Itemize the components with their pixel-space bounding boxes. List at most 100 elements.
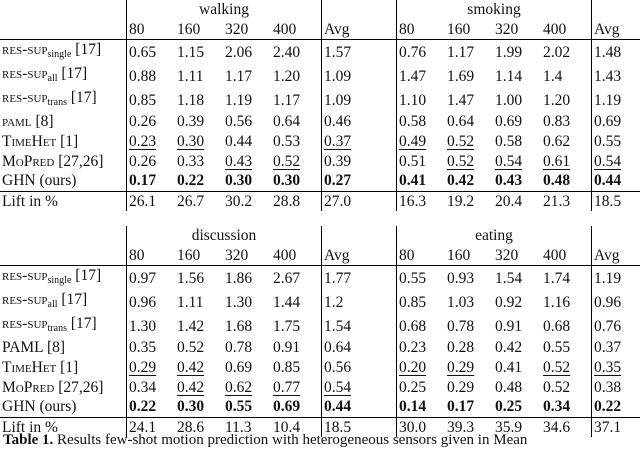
value-cell: 0.52: [175, 338, 223, 358]
column-header: Avg: [322, 246, 371, 266]
method-label: PAML: [2, 339, 43, 356]
value-cell: 0.22: [175, 171, 223, 191]
value: 1.17: [273, 92, 300, 109]
value: 0.52: [543, 359, 570, 376]
value-cell: 1.19: [592, 266, 640, 291]
value: 0.34: [129, 379, 156, 396]
value-cell: 0.17: [445, 397, 493, 417]
value-cell: 0.65: [127, 40, 176, 65]
value: 0.23: [399, 339, 426, 356]
method-name: res-suptrans [17]: [0, 314, 127, 338]
value: 0.46: [324, 113, 351, 130]
value-cell: 1.14: [493, 64, 541, 88]
value-cell: 0.30: [223, 171, 271, 191]
value-cell: 1.77: [322, 266, 371, 291]
value: 0.44: [594, 172, 621, 189]
method-label: TimeHet: [2, 359, 56, 376]
value-cell: 0.49: [397, 132, 446, 152]
value: 1.10: [399, 92, 426, 109]
value: 0.54: [495, 153, 522, 170]
value-cell: 1.09: [322, 64, 371, 88]
value-cell: 1.56: [175, 266, 223, 291]
value: 0.52: [177, 339, 204, 356]
value-cell: 0.29: [127, 358, 176, 378]
gap-cell: [370, 40, 397, 65]
method-subscript: trans: [48, 323, 67, 334]
column-header: 80: [127, 20, 176, 40]
value-cell: 1.54: [322, 314, 371, 338]
left-group-title: discussion: [127, 226, 322, 246]
method-name: GHN (ours): [0, 397, 127, 417]
column-header: 400: [271, 246, 322, 266]
value: 1.17: [447, 44, 474, 61]
value-cell: 0.17: [127, 171, 176, 191]
column-header: 400: [541, 246, 592, 266]
method-name: PAML [8]: [0, 338, 127, 358]
value: 0.23: [129, 133, 156, 150]
value-cell: 0.85: [271, 358, 322, 378]
method-name: MoPred [27,26]: [0, 151, 127, 171]
method-name: MoPred [27,26]: [0, 377, 127, 397]
value-cell: 0.20: [397, 358, 446, 378]
value-cell: 0.39: [322, 151, 371, 171]
value: 0.30: [177, 398, 204, 415]
value: 0.42: [447, 172, 474, 189]
value: 0.53: [273, 133, 300, 150]
value: 0.17: [129, 172, 156, 189]
gap-cell: [370, 358, 397, 378]
column-header: 160: [175, 20, 223, 40]
column-header: 80: [397, 246, 446, 266]
value-cell: 0.48: [493, 377, 541, 397]
value-cell: 1.10: [397, 88, 446, 112]
value: 1.43: [594, 68, 621, 85]
method-name: res-supall [17]: [0, 64, 127, 88]
method-label: res-sup: [2, 89, 48, 106]
value: 0.69: [594, 113, 621, 130]
value: 0.27: [324, 172, 351, 189]
value-cell: 0.54: [592, 151, 640, 171]
value-cell: 0.52: [541, 377, 592, 397]
value: 1.30: [225, 294, 252, 311]
value: 0.33: [177, 153, 204, 170]
method-citation: [17]: [71, 267, 101, 284]
value-cell: 0.76: [397, 40, 446, 65]
value-cell: 1.00: [493, 88, 541, 112]
value-cell: 0.42: [175, 358, 223, 378]
value: 1.74: [543, 270, 570, 287]
gap-cell: [370, 338, 397, 358]
value-cell: 1.19: [592, 88, 640, 112]
value: 0.22: [594, 398, 621, 415]
value: 0.39: [177, 113, 204, 130]
value-cell: 0.68: [541, 314, 592, 338]
value: 0.77: [273, 379, 300, 396]
value-cell: 0.43: [493, 171, 541, 191]
value-cell: 0.54: [493, 151, 541, 171]
corner-cell: [0, 0, 127, 20]
value-cell: 0.27: [322, 171, 371, 191]
method-label: GHN (ours): [2, 172, 76, 189]
value-cell: 0.52: [445, 151, 493, 171]
value-cell: 0.29: [445, 377, 493, 397]
method-label: paml: [2, 113, 32, 130]
lift-value: 18.5: [592, 191, 640, 211]
value: 1.20: [273, 68, 300, 85]
column-header: 320: [493, 246, 541, 266]
value: 1.44: [273, 294, 300, 311]
lift-value: 30.2: [223, 191, 271, 211]
value-cell: 1.09: [322, 88, 371, 112]
gap-cell: [370, 290, 397, 314]
value: 0.42: [177, 359, 204, 376]
value-cell: 0.92: [493, 290, 541, 314]
value: 0.55: [543, 339, 570, 356]
value-cell: 0.52: [541, 358, 592, 378]
value: 0.54: [324, 379, 351, 396]
column-header: 80: [127, 246, 176, 266]
value: 0.29: [129, 359, 156, 376]
caption-text: Results few-shot motion prediction with …: [53, 432, 527, 448]
value-cell: 2.40: [271, 40, 322, 65]
value: 1.57: [324, 44, 351, 61]
column-header: 320: [223, 20, 271, 40]
value: 0.30: [273, 172, 300, 189]
value: 0.42: [495, 339, 522, 356]
